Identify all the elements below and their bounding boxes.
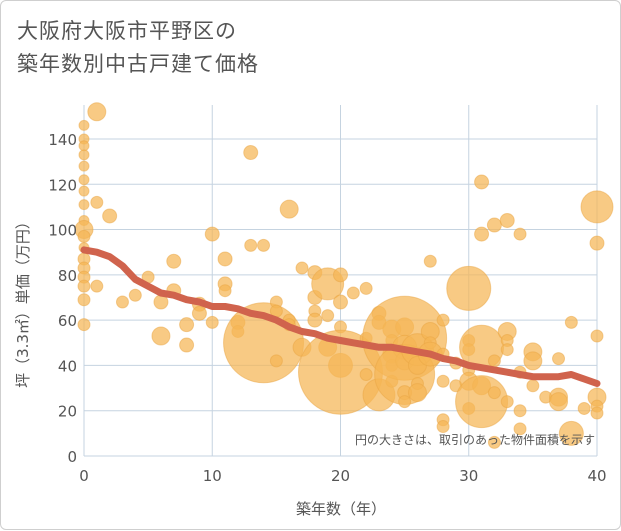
data-bubble <box>78 140 90 152</box>
data-bubble <box>513 227 527 241</box>
data-bubble <box>279 199 299 219</box>
data-bubble <box>455 375 509 429</box>
data-bubble <box>77 318 91 332</box>
chart-title: 大阪府大阪市平野区の 築年数別中古戸建て価格 <box>17 15 259 81</box>
data-bubble <box>580 190 614 224</box>
data-bubble <box>321 309 335 323</box>
data-bubble <box>90 195 104 209</box>
data-bubble <box>564 315 578 329</box>
data-bubble <box>513 404 527 418</box>
data-bubble <box>436 420 450 434</box>
data-bubble <box>166 253 182 269</box>
data-bubble <box>487 354 501 368</box>
data-bubble <box>500 343 514 357</box>
data-bubble <box>436 374 450 388</box>
data-bubble <box>523 351 543 371</box>
data-bubble <box>243 145 259 161</box>
data-bubble <box>407 383 427 403</box>
data-bubble <box>499 212 515 228</box>
data-bubble <box>398 395 412 409</box>
data-bubble <box>423 254 437 268</box>
data-bubble <box>590 406 604 420</box>
data-bubble <box>549 392 569 412</box>
x-tick-label: 30 <box>459 467 478 485</box>
data-bubble <box>179 317 195 333</box>
data-bubble <box>128 288 142 302</box>
y-tick-label: 140 <box>48 131 77 149</box>
x-tick-label: 20 <box>331 467 350 485</box>
data-bubble <box>78 185 90 197</box>
data-bubble <box>526 379 540 393</box>
data-bubble <box>487 386 501 400</box>
data-bubble <box>257 238 271 252</box>
data-bubble <box>102 208 118 224</box>
data-bubble <box>244 238 258 252</box>
data-bubble <box>346 286 360 300</box>
x-tick-label: 10 <box>203 467 222 485</box>
data-bubble <box>590 329 604 343</box>
data-bubble <box>205 315 219 329</box>
y-tick-label: 80 <box>58 267 77 285</box>
y-tick-label: 120 <box>48 176 77 194</box>
y-tick-label: 60 <box>58 312 77 330</box>
data-bubble <box>151 326 171 346</box>
x-axis-label: 築年数（年） <box>296 500 386 518</box>
data-bubble <box>513 422 527 436</box>
data-bubble <box>269 354 283 368</box>
data-bubble <box>333 294 348 310</box>
x-tick-label: 40 <box>587 467 606 485</box>
y-axis-label: 坪（3.3㎡）単価（万円） <box>14 214 32 388</box>
data-bubble <box>179 337 195 353</box>
data-bubble <box>78 149 90 161</box>
data-bubble <box>446 265 492 311</box>
tick-labels: 0 20 40 60 80 100 120 140 0 10 20 30 40 <box>48 131 606 485</box>
data-bubble <box>78 160 90 172</box>
data-bubble <box>436 313 450 327</box>
data-bubble <box>218 284 232 298</box>
bubble-layer <box>74 102 614 449</box>
data-bubble <box>77 279 91 293</box>
data-bubble <box>474 226 490 242</box>
data-bubble <box>115 295 129 309</box>
data-bubble <box>87 102 107 122</box>
data-bubble <box>191 305 207 321</box>
data-bubble <box>552 352 566 366</box>
data-bubble <box>589 235 605 251</box>
data-bubble <box>577 401 591 415</box>
y-tick-label: 100 <box>48 222 77 240</box>
data-bubble <box>77 293 91 307</box>
data-bubble <box>78 199 90 211</box>
y-tick-label: 0 <box>67 448 77 466</box>
data-bubble <box>487 435 501 449</box>
data-bubble <box>307 312 323 328</box>
data-bubble <box>90 279 104 293</box>
data-bubble <box>204 226 220 242</box>
y-tick-label: 20 <box>58 403 77 421</box>
data-bubble <box>359 281 373 295</box>
data-bubble <box>500 395 514 409</box>
data-bubble <box>558 420 584 446</box>
chart-title-line-1: 大阪府大阪市平野区の <box>17 19 237 43</box>
data-bubble <box>295 261 309 275</box>
bubble-size-note: 円の大きさは、取引のあった物件面積を示す <box>355 432 595 447</box>
data-bubble <box>217 251 233 267</box>
data-bubble <box>486 217 502 233</box>
chart-title-line-2: 築年数別中古戸建て価格 <box>17 52 259 76</box>
trend-line <box>80 246 601 387</box>
data-bubble <box>359 367 373 381</box>
data-bubble <box>78 174 90 186</box>
y-tick-label: 40 <box>58 357 77 375</box>
data-bubble <box>333 267 348 283</box>
data-bubble <box>78 119 90 131</box>
x-tick-label: 0 <box>79 467 89 485</box>
data-bubble <box>77 229 91 243</box>
data-bubble <box>474 174 490 190</box>
